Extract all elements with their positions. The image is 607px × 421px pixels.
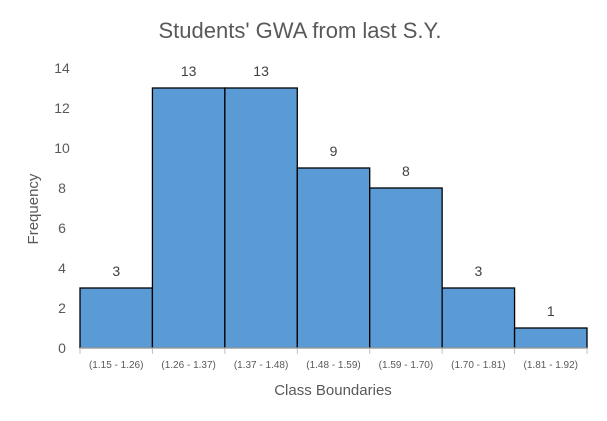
y-tick-label: 8 [58,180,66,196]
data-label: 8 [402,163,410,179]
x-axis-ticks: (1.15 - 1.26) (1.26 - 1.37) (1.37 - 1.48) (… [79,348,588,371]
x-tick-label: (1.37 - 1.48) [234,360,288,371]
y-tick-label: 2 [58,300,66,316]
chart-title: Students' GWA from last S.Y. [159,18,442,43]
data-label: 13 [253,63,269,79]
y-axis-ticks: 0 2 4 6 8 10 12 14 [54,60,70,356]
data-label: 9 [330,143,338,159]
y-tick-label: 10 [54,140,70,156]
data-labels: 3 13 13 9 8 3 1 [112,63,555,319]
bars [79,87,588,349]
x-tick-label: (1.15 - 1.26) [89,360,143,371]
data-label: 3 [112,263,120,279]
bar [224,87,298,349]
bar [513,327,588,349]
data-label: 3 [474,263,482,279]
x-tick-label: (1.70 - 1.81) [451,360,505,371]
y-tick-label: 0 [58,340,66,356]
x-axis-title: Class Boundaries [274,382,392,399]
y-tick-label: 12 [54,100,70,116]
x-tick-label: (1.81 - 1.92) [524,360,578,371]
bar [441,287,516,349]
x-tick-label: (1.26 - 1.37) [161,360,215,371]
y-axis-title: Frequency [25,173,42,244]
x-tick-label: (1.48 - 1.59) [306,360,360,371]
y-tick-label: 14 [54,60,70,76]
bar [369,187,443,349]
data-label: 1 [547,303,555,319]
x-tick-label: (1.59 - 1.70) [379,360,433,371]
y-tick-label: 6 [58,220,66,236]
bar [151,87,226,349]
data-label: 13 [181,63,197,79]
bar [296,167,371,349]
bar [79,287,154,349]
y-tick-label: 4 [58,260,66,276]
